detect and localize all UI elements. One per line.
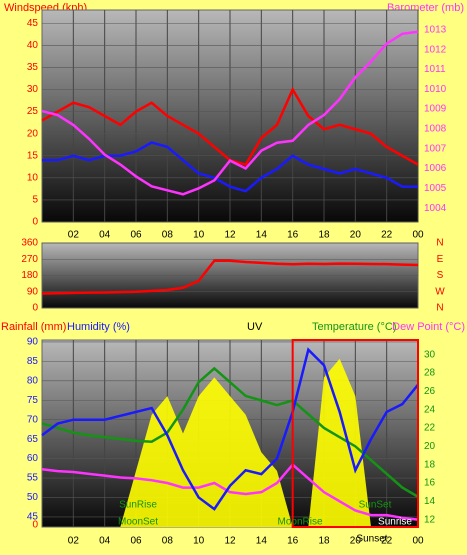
x-tick-label: 22 bbox=[381, 536, 393, 547]
x-tick-label: 00 bbox=[412, 536, 424, 547]
y-tick-label: 180 bbox=[21, 270, 38, 281]
y-tick-label: 10 bbox=[27, 172, 39, 183]
x-tick-label: 10 bbox=[193, 536, 205, 547]
y-tick-label: 80 bbox=[27, 375, 39, 386]
x-tick-label: 08 bbox=[162, 230, 174, 241]
y-tick-label: 0 bbox=[32, 303, 38, 314]
y-tick-label: 65 bbox=[27, 434, 39, 445]
y-tick-label: 90 bbox=[27, 337, 39, 348]
x-tick-label: 16 bbox=[287, 536, 299, 547]
y2-tick-label: 1010 bbox=[424, 84, 447, 95]
series-line bbox=[41, 259, 419, 295]
annotation: SunRise bbox=[119, 500, 157, 511]
annotation: Sunrise bbox=[378, 517, 412, 528]
x-tick-label: 18 bbox=[318, 230, 330, 241]
x-tick-label: 06 bbox=[130, 536, 142, 547]
temperature-label: Temperature (°C) bbox=[312, 321, 396, 333]
y-tick-label: 55 bbox=[27, 473, 39, 484]
y2-tick-label: 20 bbox=[424, 441, 436, 452]
x-tick-label: 00 bbox=[412, 230, 424, 241]
series-line bbox=[41, 462, 419, 521]
x-tick-label: 12 bbox=[224, 536, 236, 547]
annotation: Sunset bbox=[356, 534, 387, 545]
y-tick-label: 40 bbox=[27, 40, 39, 51]
y2-tick-label: 22 bbox=[424, 423, 436, 434]
annotation: MoonSet bbox=[118, 517, 158, 528]
y-tick-label: 0 bbox=[32, 217, 38, 228]
x-tick-label: 18 bbox=[318, 536, 330, 547]
y-tick-label: 85 bbox=[27, 356, 39, 367]
y2-tick-label: 1007 bbox=[424, 143, 447, 154]
y2-tick-label: 1011 bbox=[424, 64, 446, 75]
x-tick-label: 20 bbox=[350, 230, 362, 241]
x-tick-label: 22 bbox=[381, 230, 393, 241]
y-tick-label: 270 bbox=[21, 254, 38, 265]
y2-tick-label: 16 bbox=[424, 478, 436, 489]
series-line bbox=[41, 347, 419, 511]
annotation: MoonRise bbox=[277, 517, 322, 528]
y-tick-label: 30 bbox=[27, 84, 39, 95]
y2-tick-label: 30 bbox=[424, 349, 436, 360]
y2-tick-label: 26 bbox=[424, 386, 436, 397]
y-tick-label: 45 bbox=[27, 18, 39, 29]
y2-tick-label: 1005 bbox=[424, 183, 447, 194]
y-tick-label: 5 bbox=[32, 195, 38, 206]
y2-tick-label: 1008 bbox=[424, 124, 447, 135]
x-tick-label: 20 bbox=[350, 536, 362, 547]
y2-tick-label: 1004 bbox=[424, 203, 447, 214]
x-tick-label: 04 bbox=[99, 536, 111, 547]
direction-label: W bbox=[435, 286, 445, 297]
y2-tick-label: 1009 bbox=[424, 104, 447, 115]
humidity-label: Humidity (%) bbox=[67, 321, 130, 333]
y-tick-label: 15 bbox=[27, 150, 39, 161]
x-tick-label: 02 bbox=[68, 230, 80, 241]
rain-tick-label: 0 bbox=[32, 520, 38, 531]
direction-label: N bbox=[436, 238, 443, 249]
y2-tick-label: 14 bbox=[424, 496, 436, 507]
dewpoint-label: Dew Point (°C) bbox=[392, 321, 465, 333]
y2-tick-label: 1012 bbox=[424, 44, 447, 55]
x-tick-label: 02 bbox=[68, 536, 80, 547]
y2-tick-label: 18 bbox=[424, 459, 436, 470]
x-tick-label: 12 bbox=[224, 230, 236, 241]
y2-tick-label: 12 bbox=[424, 514, 436, 525]
y-tick-label: 75 bbox=[27, 395, 39, 406]
uv-area bbox=[42, 358, 418, 527]
x-tick-label: 08 bbox=[162, 536, 174, 547]
x-tick-label: 14 bbox=[256, 230, 268, 241]
y-tick-label: 90 bbox=[27, 286, 39, 297]
y-tick-label: 60 bbox=[27, 453, 39, 464]
annotation: SunSet bbox=[359, 500, 392, 511]
y2-tick-label: 1013 bbox=[424, 24, 447, 35]
direction-label: E bbox=[437, 254, 444, 265]
x-tick-label: 06 bbox=[130, 230, 142, 241]
y2-tick-label: 24 bbox=[424, 404, 436, 415]
series-line bbox=[41, 30, 419, 196]
uv-label: UV bbox=[247, 321, 263, 333]
y-tick-label: 45 bbox=[27, 512, 39, 523]
direction-label: S bbox=[437, 270, 444, 281]
y2-tick-label: 28 bbox=[424, 368, 436, 379]
direction-label: N bbox=[436, 303, 443, 314]
y-tick-label: 35 bbox=[27, 62, 39, 73]
x-tick-label: 10 bbox=[193, 230, 205, 241]
highlight-box bbox=[291, 339, 419, 528]
y-tick-label: 360 bbox=[21, 238, 38, 249]
x-tick-label: 04 bbox=[99, 230, 111, 241]
y-tick-label: 70 bbox=[27, 414, 39, 425]
rain-label: Rainfall (mm) bbox=[1, 321, 66, 333]
y-tick-label: 20 bbox=[27, 128, 39, 139]
x-tick-label: 14 bbox=[256, 536, 268, 547]
x-tick-label: 16 bbox=[287, 230, 299, 241]
series-line bbox=[41, 366, 419, 498]
y-tick-label: 25 bbox=[27, 106, 39, 117]
y-tick-label: 50 bbox=[27, 492, 39, 503]
y2-tick-label: 1006 bbox=[424, 163, 447, 174]
